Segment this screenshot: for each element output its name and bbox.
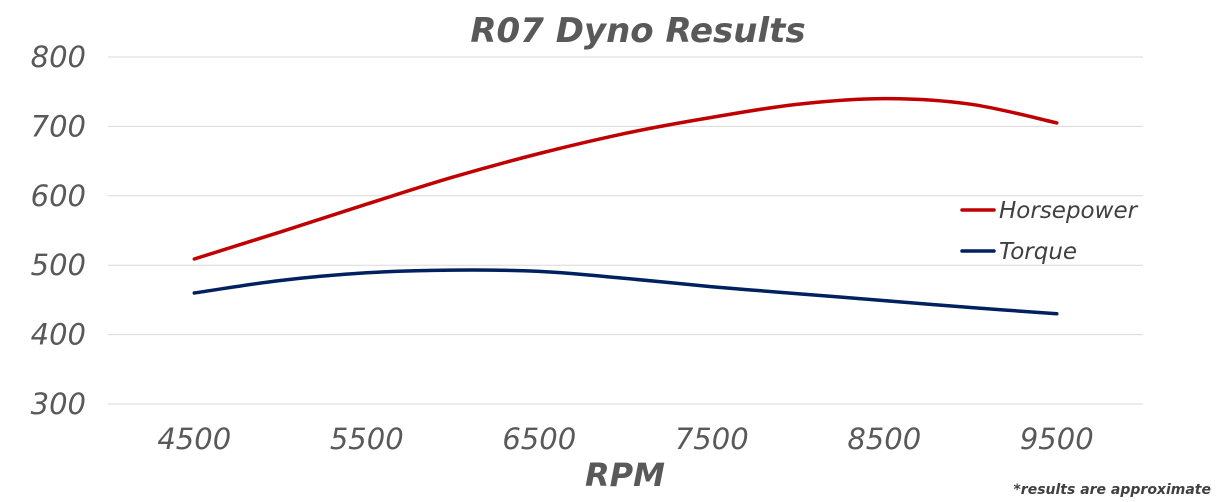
series-lines — [192, 96, 1059, 316]
x-axis-ticks: 4500 5500 6500 7500 8500 9500 — [157, 422, 1093, 456]
y-tick-label: 700 — [31, 109, 86, 143]
gridlines — [108, 56, 1143, 405]
series-line-horsepower — [192, 96, 1059, 261]
legend-label-horsepower: Horsepower — [999, 198, 1139, 224]
legend: Horsepower Torque — [960, 198, 1139, 265]
y-axis-ticks: 300 400 500 600 700 800 — [31, 40, 86, 421]
y-tick-label: 300 — [31, 387, 86, 421]
series-line-torque — [192, 268, 1059, 316]
y-tick-label: 800 — [31, 40, 86, 74]
y-tick-label: 600 — [31, 179, 86, 213]
y-tick-label: 400 — [31, 318, 86, 352]
x-tick-label: 4500 — [157, 422, 231, 456]
chart-title: R07 Dyno Results — [470, 11, 805, 51]
footnote: *results are approximate — [1013, 482, 1211, 498]
x-tick-label: 7500 — [675, 422, 749, 456]
x-tick-label: 9500 — [1020, 422, 1094, 456]
legend-label-torque: Torque — [999, 239, 1077, 265]
x-tick-label: 6500 — [502, 422, 576, 456]
x-tick-label: 8500 — [847, 422, 921, 456]
x-tick-label: 5500 — [330, 422, 404, 456]
y-tick-label: 500 — [31, 248, 86, 282]
x-axis-label: RPM — [585, 456, 665, 494]
